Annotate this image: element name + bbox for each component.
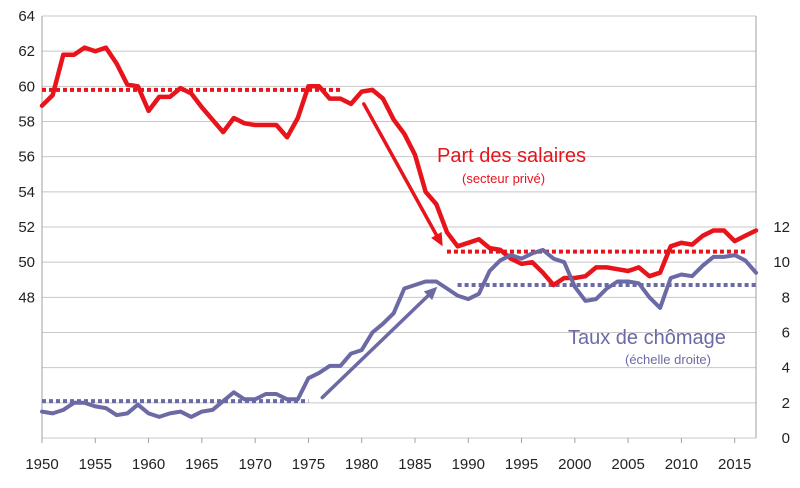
y-left-tick-label: 64 bbox=[18, 8, 35, 25]
y-left-tick-label: 54 bbox=[18, 184, 35, 201]
y-right-tick-label: 0 bbox=[782, 430, 790, 447]
x-tick-label: 1970 bbox=[238, 456, 271, 473]
x-tick-label: 1955 bbox=[79, 456, 112, 473]
x-tick-label: 1985 bbox=[398, 456, 431, 473]
reference-lines bbox=[42, 87, 756, 404]
y-right-tick-label: 10 bbox=[773, 254, 790, 271]
y-right-tick-label: 2 bbox=[782, 395, 790, 412]
unemployment-label: Taux de chômage bbox=[568, 327, 726, 349]
y-right-tick-label: 12 bbox=[773, 219, 790, 236]
wage-share-label: Part des salaires bbox=[437, 145, 586, 167]
arrows bbox=[320, 102, 443, 400]
y-left-tick-label: 50 bbox=[18, 254, 35, 271]
trend-arrow-shaft bbox=[362, 102, 439, 237]
y-left-tick-label: 52 bbox=[18, 219, 35, 236]
x-tick-label: 1960 bbox=[132, 456, 165, 473]
y-left-tick-label: 56 bbox=[18, 149, 35, 166]
x-tick-label: 2010 bbox=[665, 456, 698, 473]
y-left-tick-label: 48 bbox=[18, 289, 35, 306]
series-lines bbox=[39, 45, 759, 419]
x-tick-label: 2000 bbox=[558, 456, 591, 473]
x-tick-label: 1990 bbox=[452, 456, 485, 473]
unemployment-sublabel: (échelle droite) bbox=[625, 352, 711, 367]
x-tick-label: 1975 bbox=[292, 456, 325, 473]
x-tick-label: 1965 bbox=[185, 456, 218, 473]
trend-arrow-head bbox=[431, 232, 443, 247]
y-left-tick-label: 58 bbox=[18, 114, 35, 131]
y-right-tick-label: 6 bbox=[782, 325, 790, 342]
y-right-tick-label: 8 bbox=[782, 289, 790, 306]
y-axis-right: 0 2 4 6 8 10 12 bbox=[773, 219, 790, 447]
y-axis-left: 48 50 52 54 56 58 60 62 64 bbox=[18, 8, 35, 306]
x-axis: 1950 1955 1960 1965 1970 1975 1980 1985 1990 1995… bbox=[25, 438, 751, 473]
trend-arrow-shaft bbox=[320, 294, 430, 400]
grid bbox=[41, 15, 757, 439]
trend-arrow-head bbox=[423, 286, 438, 301]
x-tick-label: 2005 bbox=[611, 456, 644, 473]
unemployment-line bbox=[40, 247, 758, 419]
wage-share-sublabel: (secteur privé) bbox=[462, 171, 545, 186]
y-left-tick-label: 62 bbox=[18, 43, 35, 60]
x-tick-label: 1995 bbox=[505, 456, 538, 473]
x-tick-label: 1980 bbox=[345, 456, 378, 473]
x-tick-label: 2015 bbox=[718, 456, 751, 473]
wage-share-line bbox=[39, 45, 759, 288]
x-tick-label: 1950 bbox=[25, 456, 58, 473]
y-left-tick-label: 60 bbox=[18, 78, 35, 95]
y-right-tick-label: 4 bbox=[782, 360, 790, 377]
